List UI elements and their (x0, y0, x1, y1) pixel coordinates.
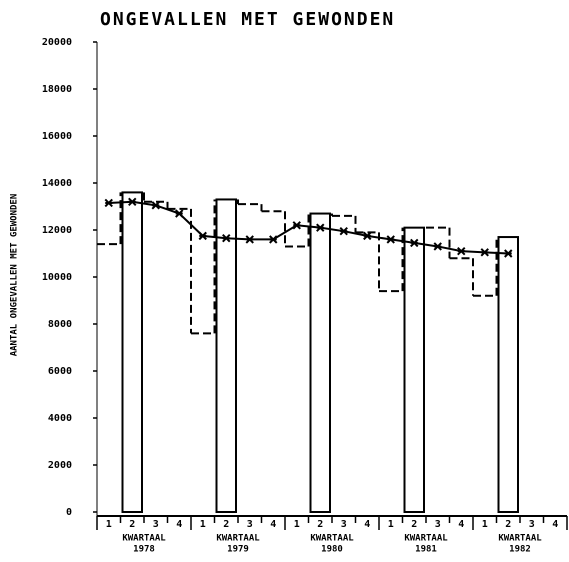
x-tick-label: 1 (200, 519, 206, 530)
x-tick-label: 2 (505, 519, 511, 530)
trend-marker (292, 221, 301, 230)
trend-marker (504, 249, 513, 258)
x-tick-label: 3 (247, 519, 253, 530)
y-tick-label: 2000 (48, 460, 72, 471)
bar (215, 198, 237, 513)
x-tick-label: 1 (482, 519, 488, 530)
trend-marker (339, 226, 348, 236)
x-group-label: 1980 (321, 545, 343, 555)
x-group-label: KWARTAAL (404, 534, 448, 544)
x-tick-label: 2 (223, 519, 229, 530)
y-tick-label: 12000 (42, 225, 72, 236)
trend-marker (457, 246, 466, 256)
bar (309, 212, 331, 514)
x-tick-label: 3 (529, 519, 535, 530)
x-tick-label: 4 (458, 519, 464, 530)
x-group-label: KWARTAAL (122, 534, 166, 544)
trend-marker (245, 235, 254, 244)
x-tick-label: 4 (364, 519, 370, 530)
x-group-label: KWARTAAL (498, 534, 542, 544)
trend-marker (198, 231, 207, 241)
trend-marker (104, 198, 113, 208)
x-group-label: 1978 (133, 545, 155, 555)
x-tick-label: 4 (270, 519, 276, 530)
y-tick-label: 8000 (48, 319, 72, 330)
trend-marker (269, 235, 278, 244)
x-tick-label: 4 (176, 519, 182, 530)
bar (497, 236, 519, 514)
y-tick-label: 18000 (42, 84, 72, 95)
x-tick-label: 3 (153, 519, 159, 530)
y-tick-label: 6000 (48, 366, 72, 377)
trend-marker (410, 238, 419, 248)
bar (403, 226, 425, 513)
x-tick-label: 3 (341, 519, 347, 530)
trend-marker (128, 197, 137, 207)
x-group-label: KWARTAAL (310, 534, 354, 544)
x-group-label: 1981 (415, 545, 437, 555)
y-axis-label: AANTAL ONGEVALLEN MET GEWONDEN (10, 194, 20, 357)
x-tick-label: 3 (435, 519, 441, 530)
y-tick-label: 20000 (42, 37, 72, 48)
x-group-label: 1979 (227, 545, 249, 555)
x-tick-label: 1 (106, 519, 112, 530)
chart-title: ONGEVALLEN MET GEWONDEN (100, 9, 395, 30)
x-tick-label: 4 (552, 519, 558, 530)
x-tick-label: 1 (294, 519, 300, 530)
trend-marker (175, 209, 184, 218)
trend-marker (363, 231, 372, 241)
x-tick-label: 2 (317, 519, 323, 530)
trend-marker (316, 223, 325, 232)
y-tick-label: 10000 (42, 272, 72, 283)
y-tick-label: 14000 (42, 178, 72, 189)
x-tick-label: 2 (129, 519, 135, 530)
x-tick-label: 2 (411, 519, 417, 530)
y-tick-label: 0 (66, 507, 72, 518)
trend-marker (480, 248, 489, 257)
trend-marker (433, 242, 442, 251)
trend-marker (151, 201, 160, 210)
trend-marker (222, 234, 231, 243)
trend-line (108, 200, 509, 255)
trend-marker (386, 235, 395, 244)
x-tick-label: 1 (388, 519, 394, 530)
y-tick-label: 4000 (48, 413, 72, 424)
bar (121, 191, 143, 513)
x-group-label: 1982 (509, 545, 531, 555)
x-group-label: KWARTAAL (216, 534, 260, 544)
y-tick-label: 16000 (42, 131, 72, 142)
